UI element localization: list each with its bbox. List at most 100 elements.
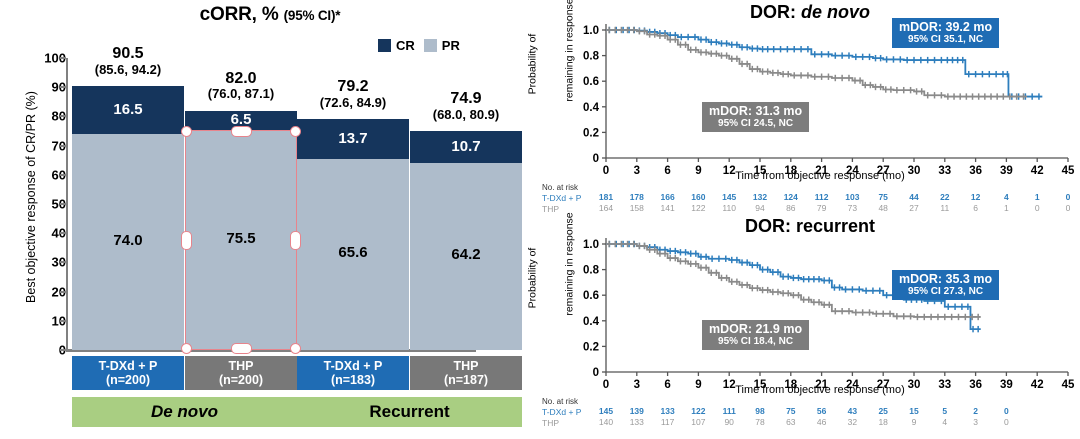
marquee-handle-nw[interactable] — [181, 125, 192, 137]
risk-value: 107 — [691, 417, 706, 427]
dor-de-novo-mdor-thp-ci: 95% CI 24.5, NC — [718, 118, 794, 129]
risk-value: 63 — [786, 417, 796, 427]
risk-value: 117 — [660, 417, 675, 427]
bar-2[interactable]: 75.5 6.5 — [185, 110, 297, 350]
risk-value: 160 — [691, 192, 706, 202]
bar-3-pr-segment[interactable]: 65.6 — [297, 158, 409, 350]
selection-marquee[interactable] — [181, 125, 301, 354]
risk-value: 98 — [755, 406, 765, 416]
x-tick-label-18: 18 — [784, 165, 797, 177]
risk-value: 46 — [816, 417, 827, 427]
marquee-handle-s[interactable] — [231, 342, 252, 354]
risk-value: 4 — [1004, 192, 1009, 202]
arm-label-3[interactable]: T-DXd + P (n=183) — [297, 356, 409, 390]
risk-value: 164 — [598, 203, 614, 213]
x-tick-label-30: 30 — [908, 379, 921, 391]
legend-swatch-cr — [378, 39, 391, 52]
dor-recurrent-title-prefix: DOR: — [744, 216, 796, 236]
risk-value: 122 — [691, 203, 706, 213]
risk-value: 22 — [940, 192, 950, 202]
dor-de-novo-plot: 1.0 0.8 0.6 0.4 0.2 0 0 3 6 9 12 15 18 21 24 27 30 33 36 39… — [540, 0, 1080, 219]
bar-4-total-value: 74.9 — [450, 90, 482, 108]
x-tick-label-33: 33 — [938, 379, 951, 391]
risk-value: 2 — [973, 406, 978, 416]
x-tick-label-21: 21 — [815, 379, 828, 391]
arm-label-4[interactable]: THP (n=187) — [410, 356, 522, 390]
risk-value: 43 — [847, 406, 858, 416]
x-tick-label-30: 30 — [908, 165, 921, 177]
x-tick-label-36: 36 — [969, 165, 982, 177]
y-tick-mark-50 — [60, 203, 66, 205]
bar-chart-title-main: cORR, % — [199, 4, 279, 25]
bar-1-total-value: 90.5 — [112, 44, 144, 62]
arm-label-2-name: THP — [228, 359, 254, 373]
x-tick-label-18: 18 — [784, 379, 797, 391]
y-tick-label-70: 70 — [51, 138, 66, 154]
dor-recurrent-plot: 1.0 0.8 0.6 0.4 0.2 0 0 3 6 9 12 15 18 21 24 27 30 33 36 39… — [540, 214, 1080, 433]
marquee-handle-w[interactable] — [181, 230, 192, 250]
bar-2-cr-segment[interactable]: 6.5 — [185, 110, 297, 130]
bar-3-cr-value: 13.7 — [338, 129, 368, 147]
y-tick-label-0.4: 0.4 — [583, 102, 600, 114]
corr-bar-chart-panel: cORR, % (95% CI)* CR PR Best objective r… — [24, 4, 522, 427]
bar-2-pr-segment[interactable]: 75.5 — [185, 129, 297, 350]
risk-row-tdxd: T-DXd + P 145 139 133 122 111 98 75 56 43 25 15 5 2 0 — [542, 406, 1066, 417]
marquee-handle-e[interactable] — [290, 230, 301, 250]
dor-de-novo-mdor-tdxd-value: mDOR: 39.2 mo — [899, 20, 993, 34]
risk-value: 12 — [970, 192, 981, 202]
risk-value: 5 — [942, 406, 948, 416]
risk-value: 111 — [722, 406, 736, 416]
dor-recurrent-mdor-tdxd-ci: 95% CI 27.3, NC — [908, 286, 984, 297]
risk-value: 132 — [752, 192, 768, 202]
risk-value: 78 — [755, 417, 765, 427]
marquee-handle-n[interactable] — [231, 125, 252, 137]
bar-4-pr-segment[interactable]: 64.2 — [410, 162, 522, 350]
dor-de-novo-mdor-thp-value: mDOR: 31.3 mo — [709, 104, 803, 118]
x-tick-label-45: 45 — [1062, 165, 1075, 177]
risk-value: 139 — [629, 406, 644, 416]
risk-values: 181 178 166 160 145 132 124 112 103 75 44 22 12 4 1 0 — [596, 192, 1070, 203]
bar-1[interactable]: 74.0 16.5 — [72, 85, 184, 350]
x-tick-label-9: 9 — [695, 165, 701, 177]
x-tick-label-3: 3 — [634, 165, 640, 177]
bar-3[interactable]: 65.6 13.7 — [297, 118, 409, 350]
y-tick-label-80: 80 — [51, 108, 66, 124]
marquee-handle-ne[interactable] — [290, 125, 301, 137]
risk-value: 75 — [786, 406, 796, 416]
km1-svg-svg: 1.00.80.60.40.200 3 6 9 12 15 18 21 24 27 30 33 36 39… — [583, 24, 1075, 177]
bar-3-total-ci: (72.6, 84.9) — [319, 94, 387, 110]
dor-recurrent-mdor-thp-ci: 95% CI 18.4, NC — [718, 336, 794, 347]
x-tick-label-24: 24 — [846, 379, 859, 391]
x-tick-label-27: 27 — [877, 379, 890, 391]
marquee-handle-se[interactable] — [290, 342, 301, 354]
x-tick-label-42: 42 — [1031, 379, 1044, 391]
risk-row-label-thp: THP — [542, 417, 559, 428]
risk-value: 44 — [909, 192, 919, 202]
x-tick-label-33: 33 — [938, 165, 951, 177]
km2-svg-svg: 1.00.80.60.40.200 3 6 9 12 15 18 21 24 27 30 33 36 39… — [583, 238, 1075, 391]
risk-value: 79 — [816, 203, 827, 213]
bar-3-cr-segment[interactable]: 13.7 — [297, 118, 409, 159]
marquee-handle-sw[interactable] — [181, 342, 192, 354]
bar-3-total-value: 79.2 — [337, 77, 369, 95]
y-tick-mark-80 — [60, 115, 66, 118]
dor-recurrent-mdor-thp-value: mDOR: 21.9 mo — [709, 322, 803, 336]
km-curve-thp — [606, 243, 981, 318]
risk-value: 178 — [629, 192, 644, 202]
x-tick-label-6: 6 — [664, 165, 670, 177]
x-tick-label-3: 3 — [634, 379, 640, 391]
y-tick-label-90: 90 — [51, 79, 66, 95]
bar-4[interactable]: 64.2 10.7 — [410, 131, 522, 350]
arm-label-1[interactable]: T-DXd + P (n=200) — [72, 356, 184, 390]
bar-chart-y-axis-line — [66, 58, 68, 350]
risk-value: 122 — [691, 406, 706, 416]
bar-4-cr-segment[interactable]: 10.7 — [410, 131, 522, 163]
bar-1-cr-segment[interactable]: 16.5 — [72, 85, 184, 134]
arm-label-3-n: (n=183) — [330, 373, 376, 387]
x-tick-label-42: 42 — [1031, 165, 1044, 177]
dor-de-novo-x-axis-label: Time from objective response (mo) — [735, 170, 905, 182]
bar-chart-y-tick-labels: 1009080706050403020100 — [30, 51, 66, 358]
bar-1-pr-segment[interactable]: 74.0 — [72, 133, 184, 350]
arm-label-2[interactable]: THP (n=200) — [185, 356, 297, 390]
x-tick-label-6: 6 — [664, 379, 670, 391]
